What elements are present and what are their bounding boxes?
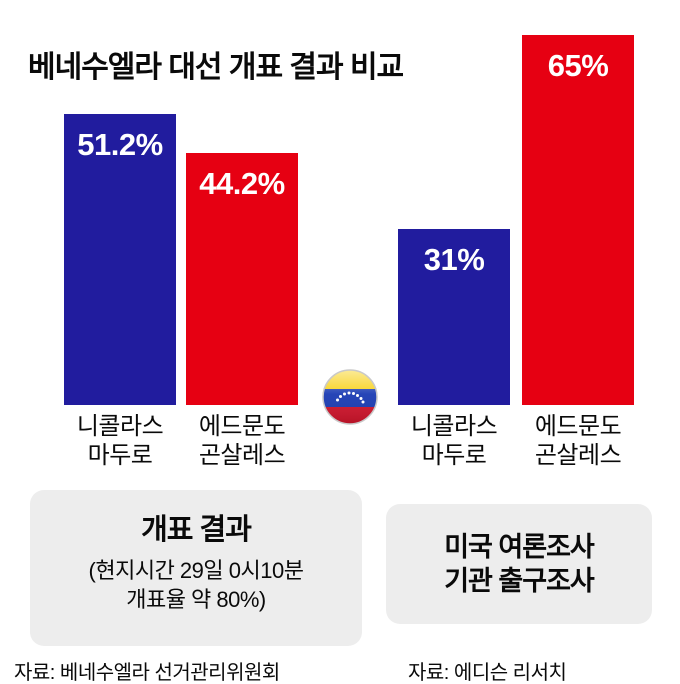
candidate-name-line: 마두로 — [421, 442, 487, 469]
bar-gonzalez-count: 44.2% — [186, 153, 298, 405]
candidate-label-gonzalez: 에드문도 곤살레스 — [498, 412, 658, 470]
bar-gonzalez-exitpoll: 65% — [522, 35, 634, 405]
candidate-name-line: 마두로 — [87, 442, 153, 469]
bar-value-label: 44.2% — [199, 166, 285, 201]
group-box-title-line: 기관 출구조사 — [444, 566, 595, 596]
candidate-name-line: 곤살레스 — [534, 442, 622, 469]
candidate-name-line: 니콜라스 — [410, 413, 498, 440]
bar-maduro-exitpoll: 31% — [398, 229, 510, 405]
source-label-left: 자료: 베네수엘라 선거관리위원회 — [14, 662, 280, 684]
candidate-label-maduro: 니콜라스 마두로 — [40, 412, 200, 470]
candidate-label-maduro: 니콜라스 마두로 — [374, 412, 534, 470]
candidate-name-line: 에드문도 — [534, 413, 622, 440]
candidate-name-line: 곤살레스 — [198, 442, 286, 469]
candidate-name-line: 니콜라스 — [76, 413, 164, 440]
source-label-right: 자료: 에디슨 리서치 — [408, 662, 567, 684]
bar-maduro-count: 51.2% — [64, 114, 176, 405]
group-box-title-line: 미국 여론조사 — [444, 532, 595, 562]
candidate-name-line: 에드문도 — [198, 413, 286, 440]
group-box-title: 개표 결과 — [141, 514, 252, 546]
group-box-note-line: (현지시간 29일 0시10분 — [88, 558, 304, 583]
bar-value-label: 31% — [423, 242, 485, 277]
bar-value-label: 65% — [547, 48, 609, 83]
group-box-note-line: 개표율 약 80%) — [126, 587, 266, 612]
group-box-count-result: 개표 결과 (현지시간 29일 0시10분 개표율 약 80%) — [30, 490, 362, 646]
bar-value-label: 51.2% — [77, 127, 163, 162]
group-box-exit-poll: 미국 여론조사 기관 출구조사 — [386, 504, 652, 624]
candidate-label-gonzalez: 에드문도 곤살레스 — [162, 412, 322, 470]
venezuela-flag-icon — [321, 368, 379, 426]
chart-title: 베네수엘라 대선 개표 결과 비교 — [28, 51, 404, 84]
